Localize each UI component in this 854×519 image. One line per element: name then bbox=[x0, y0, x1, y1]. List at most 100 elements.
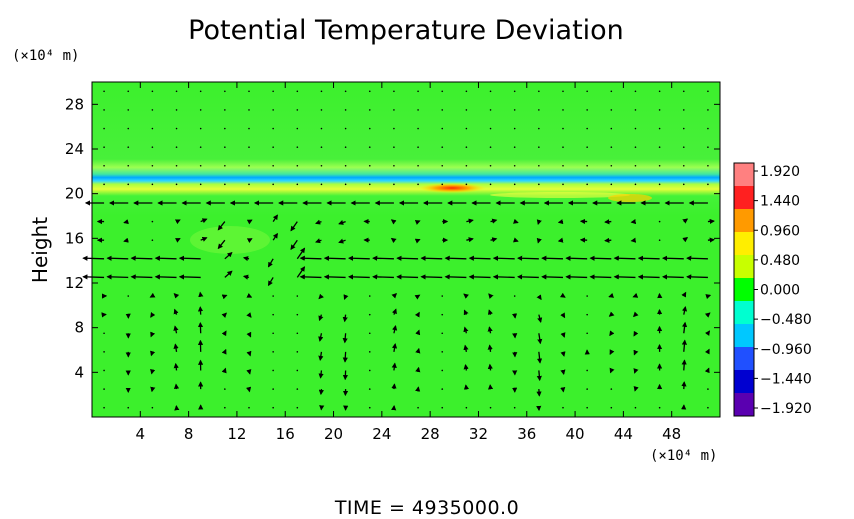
x-unit-label: (×10⁴ m) bbox=[650, 448, 717, 464]
wind-arrow bbox=[682, 146, 685, 148]
wind-arrow bbox=[272, 351, 274, 353]
wind-arrow bbox=[396, 274, 419, 280]
wind-arrow bbox=[199, 127, 202, 130]
wind-arrow bbox=[441, 164, 444, 167]
wind-arrow bbox=[681, 359, 687, 371]
wind-arrow bbox=[417, 164, 419, 167]
wind-arrow bbox=[82, 274, 105, 280]
wind-arrow bbox=[224, 90, 226, 93]
wind-arrow bbox=[344, 127, 347, 130]
x-axis: 4 8 12 16 20 24 28 32 36 40 44 48 bbox=[136, 82, 681, 443]
wind-arrow bbox=[224, 251, 233, 260]
wind-arrow bbox=[242, 274, 250, 280]
wind-arrow bbox=[103, 351, 105, 353]
wind-arrow bbox=[630, 237, 637, 243]
wind-arrow bbox=[127, 109, 130, 111]
wind-arrow bbox=[173, 325, 179, 334]
wind-arrow bbox=[513, 295, 516, 297]
wind-arrow bbox=[586, 146, 588, 148]
wind-arrow bbox=[391, 292, 397, 299]
plot-frame bbox=[91, 81, 721, 418]
wind-arrow bbox=[199, 164, 202, 167]
wind-arrow bbox=[323, 255, 346, 261]
wind-arrow bbox=[344, 164, 347, 167]
wind-arrow bbox=[562, 146, 564, 148]
y-axis-label: Height bbox=[28, 217, 52, 283]
wind-arrow bbox=[391, 343, 398, 352]
vector-field bbox=[82, 90, 715, 412]
wind-arrow bbox=[338, 238, 346, 244]
wind-arrow bbox=[489, 406, 492, 409]
wind-arrow bbox=[173, 362, 179, 371]
colorbar-tick-label: −0.480 bbox=[760, 312, 812, 328]
wind-arrow bbox=[344, 183, 347, 186]
wind-arrow bbox=[103, 127, 105, 130]
wind-arrow bbox=[490, 237, 498, 243]
wind-arrow bbox=[200, 236, 208, 242]
wind-arrow bbox=[492, 274, 515, 280]
wind-arrow bbox=[318, 351, 324, 362]
wind-arrow bbox=[682, 164, 685, 167]
wind-arrow bbox=[151, 90, 154, 93]
x-tick-label: 40 bbox=[566, 425, 585, 443]
wind-arrow bbox=[681, 321, 688, 334]
wind-arrow bbox=[604, 219, 612, 225]
wind-arrow bbox=[560, 312, 566, 319]
wind-arrow bbox=[342, 333, 348, 344]
wind-arrow bbox=[704, 330, 711, 336]
wind-arrow bbox=[103, 109, 105, 111]
wind-arrow bbox=[441, 127, 444, 130]
wind-arrow bbox=[465, 90, 468, 93]
wind-arrow bbox=[224, 127, 226, 130]
wind-arrow bbox=[391, 383, 397, 390]
wind-arrow bbox=[536, 389, 542, 397]
wind-arrow bbox=[368, 90, 371, 93]
wind-arrow bbox=[613, 274, 636, 280]
x-tick-label: 36 bbox=[517, 425, 536, 443]
y-axis: 4 8 12 16 20 24 28 bbox=[65, 95, 720, 381]
wind-arrow bbox=[537, 314, 543, 323]
wind-arrow bbox=[221, 348, 227, 355]
wind-arrow bbox=[248, 406, 250, 409]
wind-arrow bbox=[661, 274, 684, 280]
wind-arrow bbox=[320, 127, 323, 130]
wind-arrow bbox=[248, 90, 250, 93]
colorbar-tick-label: 0.960 bbox=[760, 223, 800, 239]
wind-arrow bbox=[586, 183, 588, 186]
wind-arrow bbox=[417, 109, 419, 111]
wind-arrow bbox=[173, 308, 179, 315]
x-tick-label: 4 bbox=[136, 425, 146, 443]
wind-arrow bbox=[704, 312, 711, 318]
wind-arrow bbox=[396, 255, 419, 261]
wind-arrow bbox=[246, 238, 253, 243]
wind-arrow bbox=[658, 183, 661, 186]
wind-arrow bbox=[320, 146, 323, 148]
wind-arrow bbox=[608, 311, 615, 317]
wind-arrow bbox=[441, 295, 444, 297]
wind-arrow bbox=[604, 237, 612, 243]
wind-arrow bbox=[175, 164, 178, 167]
colorbar-band bbox=[734, 393, 754, 417]
wind-arrow bbox=[199, 146, 202, 148]
wind-arrow bbox=[487, 344, 493, 352]
wind-arrow bbox=[393, 183, 395, 186]
wind-arrow bbox=[320, 90, 323, 93]
wind-arrow bbox=[681, 291, 687, 298]
wind-arrow bbox=[517, 255, 539, 261]
wind-arrow bbox=[272, 214, 278, 222]
y-tick-label: 8 bbox=[74, 319, 84, 337]
wind-arrow bbox=[175, 109, 178, 111]
wind-arrow bbox=[173, 343, 179, 352]
wind-arrow bbox=[296, 313, 299, 316]
wind-arrow bbox=[224, 164, 226, 167]
wind-arrow bbox=[272, 90, 274, 93]
wind-arrow bbox=[707, 406, 709, 409]
wind-arrow bbox=[417, 183, 419, 186]
wind-arrow bbox=[151, 183, 154, 186]
wind-arrow bbox=[320, 164, 323, 167]
wind-arrow bbox=[414, 238, 421, 244]
field-background bbox=[92, 82, 720, 417]
wind-arrow bbox=[347, 255, 370, 261]
wind-arrow bbox=[344, 109, 347, 111]
wind-arrow bbox=[246, 350, 252, 357]
